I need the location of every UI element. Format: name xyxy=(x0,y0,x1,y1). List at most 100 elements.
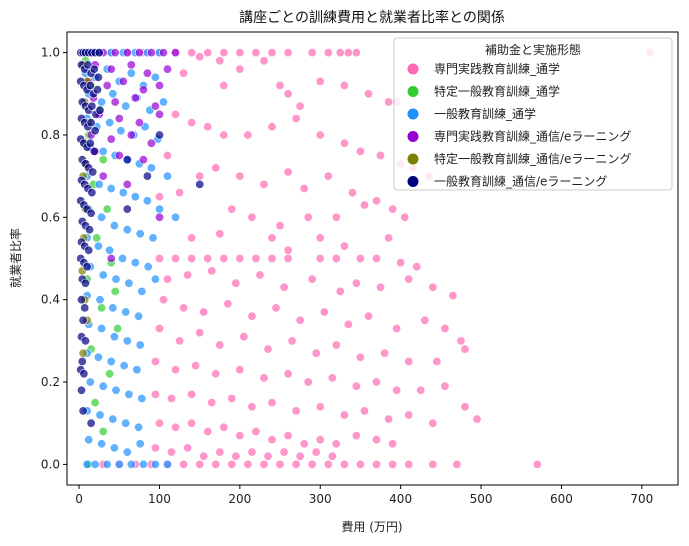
scatter-point xyxy=(384,97,394,107)
scatter-point xyxy=(283,431,293,441)
scatter-point xyxy=(108,303,118,313)
scatter-point xyxy=(94,48,104,58)
scatter-point xyxy=(195,52,205,62)
scatter-point xyxy=(97,323,107,333)
scatter-point xyxy=(81,278,91,288)
scatter-point xyxy=(307,459,317,469)
scatter-point xyxy=(315,233,325,243)
scatter-point xyxy=(195,171,205,181)
scatter-point xyxy=(98,146,108,156)
scatter-point xyxy=(343,319,353,329)
scatter-point xyxy=(231,278,241,288)
scatter-point xyxy=(235,365,245,375)
scatter-point xyxy=(303,212,313,222)
scatter-point xyxy=(211,459,221,469)
scatter-point xyxy=(428,282,438,292)
scatter-point xyxy=(295,315,305,325)
scatter-point xyxy=(355,459,365,469)
scatter-point xyxy=(122,204,132,214)
scatter-point xyxy=(121,418,131,428)
scatter-point xyxy=(263,344,273,354)
scatter-point xyxy=(323,48,333,58)
scatter-point xyxy=(78,406,88,416)
scatter-point xyxy=(247,402,257,412)
scatter-point xyxy=(78,348,88,358)
scatter-point xyxy=(134,118,144,128)
scatter-point xyxy=(106,134,116,144)
scatter-point xyxy=(388,439,398,449)
legend-label: 一般教育訓練_通学 xyxy=(434,106,536,121)
scatter-point xyxy=(106,254,116,264)
legend-marker xyxy=(407,176,419,187)
scatter-point xyxy=(183,270,193,280)
scatter-point xyxy=(339,459,349,469)
scatter-point xyxy=(416,385,426,395)
scatter-point xyxy=(295,451,305,461)
scatter-point xyxy=(392,385,402,395)
scatter-point xyxy=(106,356,116,366)
scatter-point xyxy=(122,336,132,346)
scatter-point xyxy=(90,398,100,408)
scatter-point xyxy=(384,414,394,424)
scatter-point xyxy=(135,229,145,239)
scatter-point xyxy=(126,68,136,78)
scatter-point xyxy=(126,130,136,140)
scatter-point xyxy=(359,200,369,210)
scatter-point xyxy=(150,389,160,399)
scatter-point xyxy=(375,282,385,292)
scatter-point xyxy=(81,336,91,346)
scatter-point xyxy=(155,323,165,333)
scatter-point xyxy=(88,167,98,177)
scatter-point xyxy=(102,459,112,469)
scatter-point xyxy=(85,138,95,148)
scatter-point xyxy=(532,459,542,469)
scatter-point xyxy=(363,311,373,321)
legend-marker xyxy=(407,108,419,120)
x-tick-label: 400 xyxy=(389,492,412,506)
scatter-point xyxy=(380,348,390,358)
scatter-point xyxy=(86,208,96,218)
scatter-point xyxy=(275,459,285,469)
scatter-point xyxy=(239,332,249,342)
scatter-point xyxy=(219,48,229,58)
scatter-point xyxy=(118,254,128,264)
scatter-point xyxy=(150,101,160,111)
scatter-point xyxy=(371,196,381,206)
scatter-point xyxy=(78,315,88,325)
scatter-point xyxy=(355,254,365,264)
scatter-point xyxy=(319,307,329,317)
scatter-point xyxy=(456,336,466,346)
scatter-point xyxy=(105,245,115,255)
x-tick-label: 300 xyxy=(309,492,332,506)
scatter-point xyxy=(371,435,381,445)
scatter-point xyxy=(126,60,136,70)
scatter-point xyxy=(371,377,381,387)
scatter-point xyxy=(111,385,121,395)
scatter-point xyxy=(195,459,205,469)
scatter-point xyxy=(267,398,277,408)
scatter-point xyxy=(126,459,136,469)
scatter-point xyxy=(351,431,361,441)
scatter-point xyxy=(82,262,92,272)
scatter-point xyxy=(98,171,108,181)
scatter-point xyxy=(187,389,197,399)
y-tick-label: 0.4 xyxy=(41,293,60,307)
scatter-point xyxy=(138,459,148,469)
scatter-point xyxy=(199,307,209,317)
scatter-point xyxy=(171,109,181,119)
scatter-point xyxy=(428,418,438,428)
scatter-point xyxy=(283,167,293,177)
scatter-point xyxy=(400,212,410,222)
scatter-point xyxy=(219,130,229,140)
scatter-point xyxy=(251,254,261,264)
scatter-point xyxy=(215,56,225,66)
scatter-point xyxy=(122,179,132,189)
scatter-point xyxy=(460,344,470,354)
scatter-point xyxy=(263,451,273,461)
scatter-point xyxy=(291,459,301,469)
scatter-point xyxy=(223,299,233,309)
scatter-point xyxy=(251,48,261,58)
scatter-point xyxy=(255,270,265,280)
scatter-point xyxy=(295,101,305,111)
scatter-point xyxy=(275,81,285,91)
